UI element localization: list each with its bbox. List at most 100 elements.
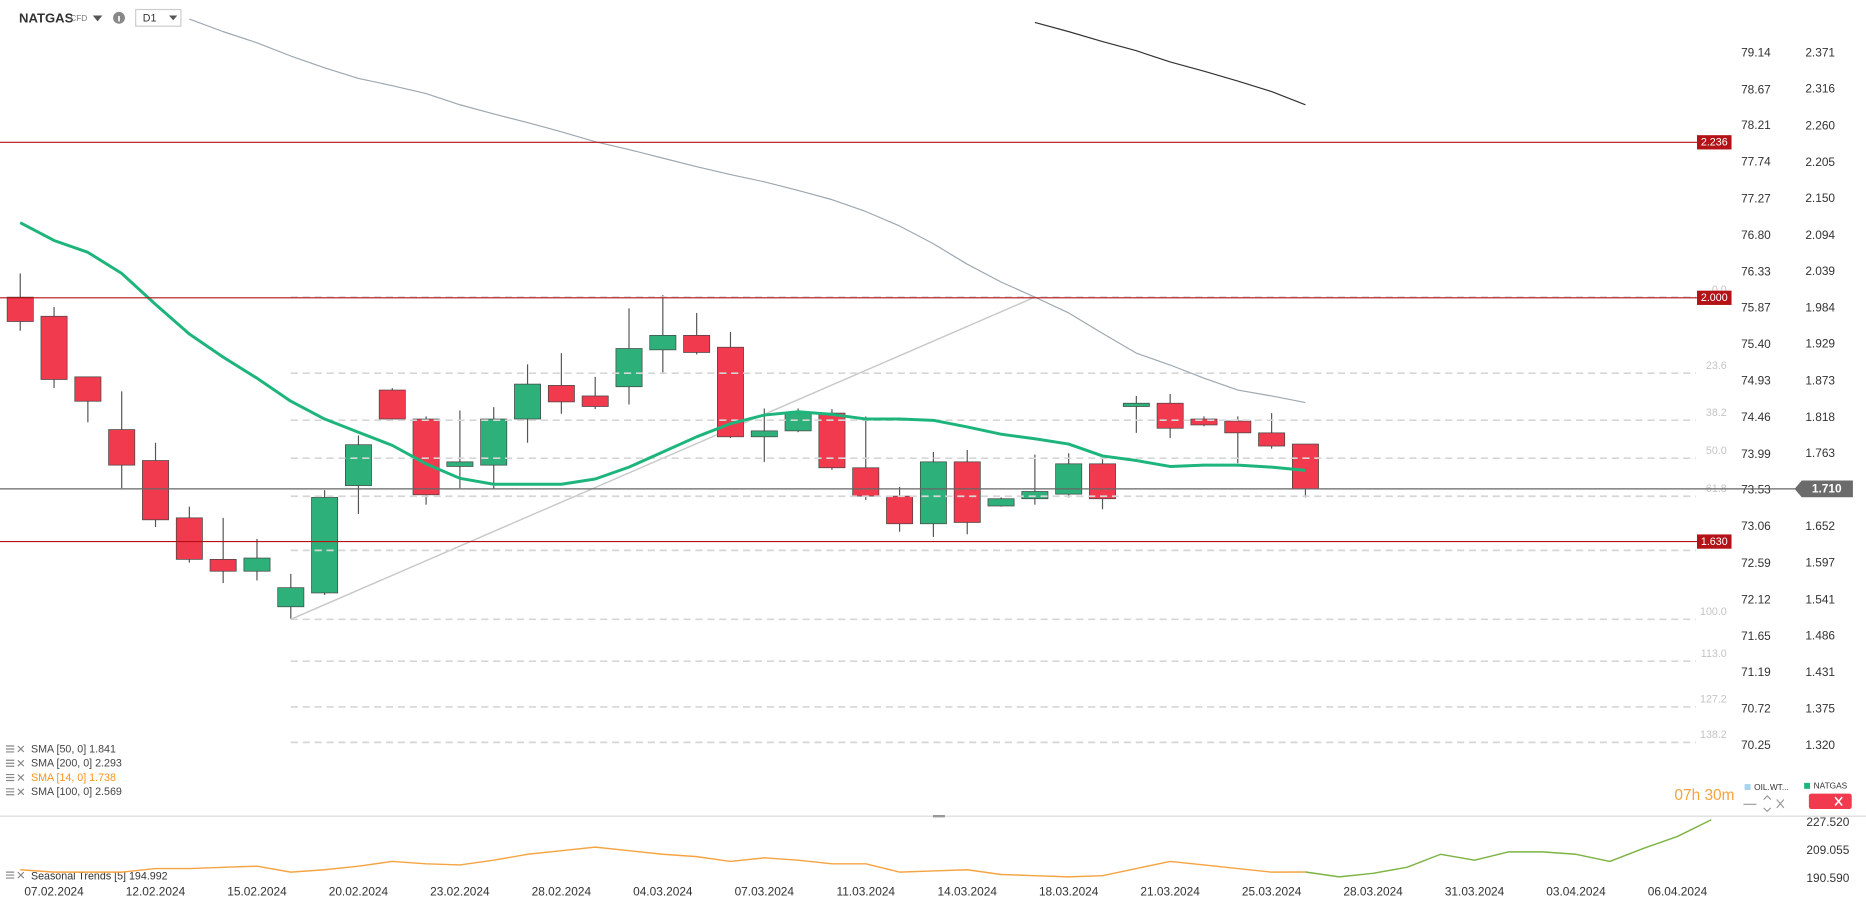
x-tick-label: 21.03.2024 [1140,884,1200,898]
symbol-dropdown[interactable] [92,15,103,22]
y-tick-label: 1.929 [1805,337,1835,351]
indicator-line [189,18,1306,404]
x-tick-label: 23.02.2024 [430,884,490,898]
candle-body [412,418,440,496]
y-tick-label: 1.984 [1805,300,1835,314]
y2-tick-label: 71.65 [1741,629,1771,643]
candle-body [649,334,677,351]
fib-level-label: 138.2 [1700,729,1727,741]
candle-body [953,461,981,523]
timeframe-select[interactable] [135,8,182,27]
indicator-line [1034,21,1306,106]
legend-entry: SMA [200, 0] 2.293 [31,758,122,770]
compare-swatch [1744,784,1751,791]
candle-body [6,296,34,322]
legend-icons[interactable] [5,788,25,796]
candle-body [243,557,271,572]
y-tick-label: 2.260 [1805,119,1835,133]
y-tick-label: 2.150 [1805,191,1835,205]
candle-body [784,412,812,432]
level-price-label: 1.630 [1701,536,1728,548]
x-tick-label: 20.02.2024 [329,884,389,898]
candle-body [750,430,778,438]
fib-level-label: 113.0 [1701,648,1727,660]
candle-body [1055,463,1083,495]
candle-body [547,385,575,403]
fib-level-label: 23.6 [1706,360,1727,372]
fib-level-label: 0.0 [1712,284,1727,296]
candle-body [378,389,406,420]
y2-tick-label: 76.33 [1741,265,1771,279]
y2-tick-label: 73.06 [1741,519,1771,533]
x-tick-label: 12.02.2024 [126,884,186,898]
legend-icons[interactable] [5,745,25,753]
fib-level-label: 50.0 [1706,445,1727,457]
candle-body [818,412,846,469]
candle-body [1224,420,1252,434]
timeframe-dropdown [168,15,178,21]
seasonal-line [20,846,1306,878]
y-tick-label: 2.371 [1805,46,1835,60]
compare-label[interactable]: NATGAS [1814,781,1848,791]
candle-body [919,461,947,525]
y2-tick-label: 73.99 [1741,447,1771,461]
indicator-icons[interactable] [5,871,25,879]
x-tick-label: 28.03.2024 [1343,884,1403,898]
y2-tick-label: 75.87 [1741,300,1771,314]
indicator-line [19,221,1306,486]
remove-button[interactable] [1808,793,1852,810]
symbol[interactable]: NATGAS [19,10,74,25]
y-tick-label: 1.541 [1805,592,1835,606]
candle-body [277,587,305,608]
candle-body [1291,443,1319,490]
y2-tick-label: 71.19 [1741,665,1771,679]
level-price-box [1697,534,1732,549]
x-tick-label: 04.03.2024 [633,884,693,898]
y2-tick-label: 73.53 [1741,483,1771,497]
candle-body [987,498,1015,507]
y-tick-label: 1.763 [1805,446,1835,460]
candle-body [886,495,914,525]
candle-body [344,444,372,486]
y2-tick-label: 79.14 [1741,46,1771,60]
candle-body [1089,463,1116,500]
compare-label[interactable]: OIL.WT... [1754,782,1789,792]
info-icon-glyph [118,16,120,22]
y2-tick-label: 74.46 [1741,410,1771,424]
y2-tick-label: 78.21 [1741,118,1771,132]
level-price-box [1697,290,1732,305]
x-tick-label: 31.03.2024 [1445,884,1505,898]
candle-body [615,348,643,388]
legend-entry: SMA [14, 0] 1.738 [31,772,116,784]
fib-level-label: 100.0 [1700,606,1727,618]
y2-tick-label: 70.25 [1741,738,1771,752]
legend-icons[interactable] [5,773,25,782]
candle-body [1021,491,1049,500]
level-price-label: 2.000 [1701,292,1728,304]
panel-resize-handle[interactable] [933,815,945,818]
candle-body [446,461,474,467]
legend-icons[interactable] [5,759,25,767]
y2-tick-label: 78.67 [1741,82,1771,96]
compare-controls[interactable] [1743,795,1785,813]
y-tick-label: 190.590 [1806,871,1849,885]
x-tick-label: 18.03.2024 [1039,884,1099,898]
candle-body [1258,432,1286,447]
y-tick-label: 2.039 [1805,264,1835,278]
y2-tick-label: 77.27 [1741,191,1771,205]
y-tick-label: 1.320 [1805,738,1835,752]
candle-body [311,497,339,594]
legend-entry: SMA [50, 0] 1.841 [31,743,116,755]
remove-icon [1834,796,1843,806]
y2-tick-label: 72.59 [1741,556,1771,570]
x-tick-label: 07.03.2024 [735,884,795,898]
candle-body [1190,418,1218,426]
candle-body [209,558,237,572]
seasonal-legend: Seasonal Trends [5] 194.992 [31,871,168,883]
y-tick-label: 1.431 [1805,665,1835,679]
y-tick-label: 227.520 [1806,815,1849,829]
candle-body [1156,402,1184,429]
y-tick-label: 2.094 [1805,228,1835,242]
